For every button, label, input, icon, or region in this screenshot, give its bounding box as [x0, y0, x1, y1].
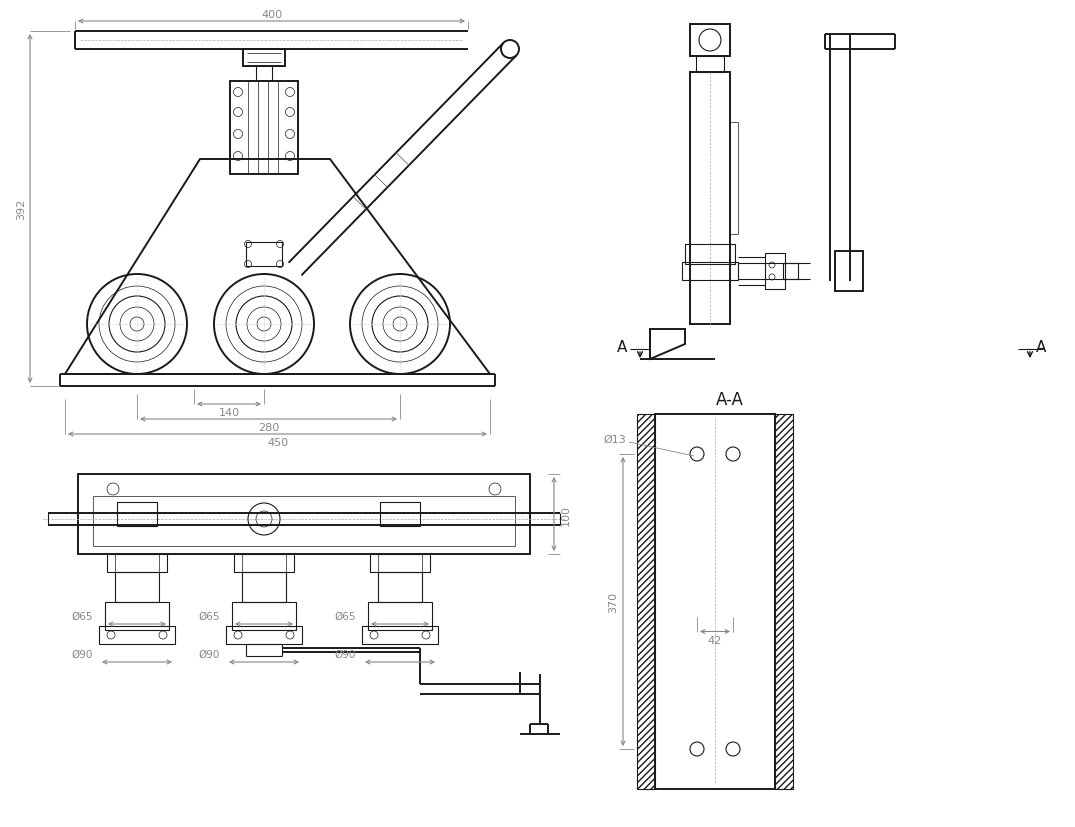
Text: Ø13: Ø13 [604, 434, 627, 444]
Bar [230, 82, 298, 174]
Bar [105, 602, 169, 630]
Bar [690, 73, 730, 325]
Bar [234, 554, 293, 572]
Text: A-A: A-A [716, 390, 744, 409]
Bar [362, 626, 438, 644]
Text: 42: 42 [707, 636, 722, 646]
Bar [368, 602, 432, 630]
Bar [378, 572, 422, 602]
Text: Ø90: Ø90 [71, 649, 92, 659]
Bar [835, 251, 863, 292]
Bar [226, 626, 302, 644]
Bar [682, 263, 739, 280]
Bar [655, 414, 775, 789]
Text: Ø90: Ø90 [334, 649, 356, 659]
Bar [115, 572, 159, 602]
Bar [232, 602, 296, 630]
Bar [370, 554, 430, 572]
Text: 392: 392 [16, 198, 26, 220]
Text: A: A [1036, 340, 1046, 355]
Bar [108, 554, 167, 572]
Text: 140: 140 [218, 408, 240, 418]
Bar [685, 245, 735, 265]
Bar [117, 502, 157, 526]
Text: 400: 400 [261, 10, 282, 20]
Bar [243, 50, 285, 67]
Bar [690, 25, 730, 57]
Bar [78, 475, 530, 554]
Text: 370: 370 [608, 591, 618, 612]
Bar [696, 57, 723, 73]
Bar [99, 626, 175, 644]
Text: 100: 100 [561, 504, 571, 525]
Bar [637, 414, 655, 789]
Text: 450: 450 [267, 437, 288, 447]
Bar [783, 264, 798, 280]
Text: Ø65: Ø65 [71, 611, 92, 621]
Text: A: A [617, 340, 627, 355]
Bar [246, 242, 282, 266]
Bar [775, 414, 793, 789]
Bar [242, 572, 286, 602]
Text: Ø65: Ø65 [334, 611, 356, 621]
Bar [379, 502, 420, 526]
Text: Ø65: Ø65 [198, 611, 219, 621]
Bar [765, 254, 785, 289]
Text: 280: 280 [258, 423, 280, 433]
Text: Ø90: Ø90 [198, 649, 219, 659]
